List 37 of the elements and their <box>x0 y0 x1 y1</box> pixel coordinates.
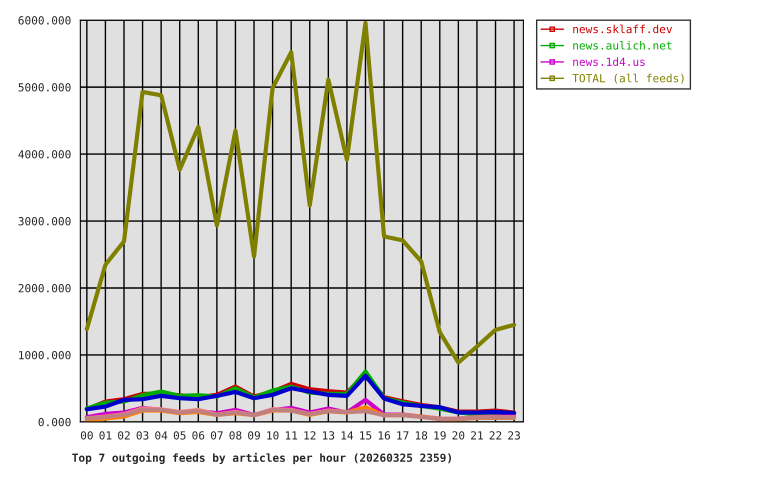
text: Top 7 outgoing feeds by articles per hour (20260325 2359) <box>72 452 451 464</box>
legend-label: news.aulich.net <box>573 40 672 50</box>
x-tick-label: 00 <box>80 431 93 440</box>
y-tick-label: 2000.000 <box>18 284 71 292</box>
legend-label: news.sklaff.dev <box>573 24 672 34</box>
legend-label: TOTAL (all feeds) <box>572 74 684 84</box>
x-tick-label: 04 <box>155 431 168 440</box>
y-tick-label: 4000.000 <box>18 150 71 158</box>
y-tick-label: 6000.000 <box>18 16 71 25</box>
x-tick-label: 08 <box>229 431 242 440</box>
x-tick-label: 03 <box>136 431 148 440</box>
x-tick-label: 11 <box>286 431 298 440</box>
legend-label: news.1d4.us <box>573 57 645 66</box>
x-tick-label: 15 <box>360 431 372 440</box>
x-tick-label: 10 <box>267 431 279 440</box>
line-series <box>84 20 516 365</box>
y-tick-label: 3000.000 <box>18 217 71 226</box>
x-tick-label: 14 <box>342 431 354 440</box>
y-tick-label: 1000.000 <box>19 350 71 360</box>
x-tick-label: 22 <box>490 431 502 440</box>
x-tick-label: 09 <box>248 431 260 440</box>
x-tick-label: 13 <box>322 431 334 440</box>
x-tick-label: 17 <box>397 431 408 440</box>
y-tick-label: 5000.000 <box>18 83 71 92</box>
x-tick-label: 23 <box>508 431 520 440</box>
x-tick-label: 18 <box>416 431 428 440</box>
x-tick-label: 01 <box>99 431 112 440</box>
x-tick-label: 07 <box>210 431 223 440</box>
x-tick-label: 05 <box>174 431 186 440</box>
x-tick-label: 12 <box>304 431 316 440</box>
x-tick-label: 16 <box>378 431 390 440</box>
x-tick-label: 06 <box>192 431 204 440</box>
y-tick-label: 0.000 <box>38 418 71 426</box>
x-tick-label: 21 <box>471 431 483 440</box>
x-tick-label: 20 <box>452 431 464 440</box>
x-tick-label: 02 <box>118 431 130 440</box>
x-tick-label: 19 <box>434 431 446 440</box>
